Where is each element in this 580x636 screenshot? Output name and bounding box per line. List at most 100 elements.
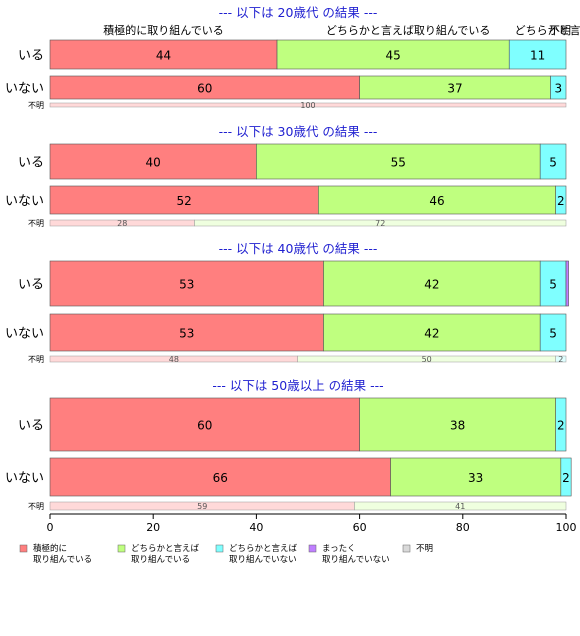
unknown-row-label: 不明: [28, 101, 44, 110]
bar-segment: [256, 143, 541, 180]
unknown-bar-value-label: 2: [558, 355, 563, 364]
x-tick-label: 0: [47, 521, 54, 534]
bar-segment: [555, 397, 567, 452]
bar-segment: [49, 260, 324, 307]
bar-segment: [323, 260, 541, 307]
bar-segment: [276, 39, 510, 70]
bar-value-label: 40: [146, 156, 161, 170]
unknown-bar-segment: [194, 219, 567, 227]
legend-label: 取り組んでいる: [33, 554, 92, 565]
legend-label: 取り組んでいない: [229, 554, 297, 565]
bar-segment: [49, 397, 360, 452]
bar-segment: [49, 185, 319, 215]
unknown-bar-value-label: 72: [375, 219, 385, 228]
legend-swatch: [215, 544, 224, 553]
bar-value-label: 60: [197, 419, 212, 433]
bar-segment: [539, 260, 567, 307]
legend-swatch: [308, 544, 317, 553]
unknown-bar-value-label: 50: [422, 355, 432, 364]
top-category-label: どちらかと言えば取り組んでいる: [326, 24, 490, 37]
bar-segment: [560, 457, 572, 497]
bar-value-label: 66: [213, 471, 228, 485]
bar-value-label: 42: [424, 278, 439, 292]
row-label: いる: [18, 156, 44, 171]
bar-segment: [49, 143, 257, 180]
row-label: いない: [5, 327, 44, 342]
legend-label: どちらかと言えば: [131, 543, 200, 554]
legend-label: 取り組んでいる: [131, 554, 190, 565]
bar-value-label: 5: [549, 156, 557, 170]
row-label: いない: [5, 471, 44, 486]
bar-segment: [539, 313, 567, 352]
row-label: いない: [5, 82, 44, 97]
bar-value-label: 5: [549, 278, 557, 292]
bar-segment: [555, 185, 567, 215]
x-axis: 0 20 40 60 80 100: [47, 513, 577, 534]
bar-segment: [390, 457, 562, 497]
bar-segment: [49, 39, 278, 70]
legend-swatch: [19, 544, 28, 553]
x-tick-label: 60: [353, 521, 367, 534]
top-category-label: どちらかと言: [515, 24, 580, 37]
x-tick-label: 20: [146, 521, 160, 534]
unknown-row-label: 不明: [28, 502, 44, 511]
plot-area: --- 以下は 20歳代 の結果 --- いる 44 45 11 いない 60 37 3 不明 10…: [5, 5, 580, 511]
bar-segment: [359, 397, 556, 452]
legend-label: 取り組んでいない: [322, 554, 390, 565]
row-label: いる: [18, 49, 44, 64]
bar-value-label: 3: [554, 82, 562, 96]
x-tick-label: 80: [456, 521, 470, 534]
row-label: いる: [18, 419, 44, 434]
legend-label: まったく: [322, 544, 356, 554]
bar-segment: [550, 75, 567, 100]
bar-value-label: 2: [557, 419, 565, 433]
legend-swatch: [402, 544, 411, 553]
section-0: --- 以下は 20歳代 の結果 --- いる 44 45 11 いない 60 37 3 不明 10…: [5, 5, 567, 110]
section-2: --- 以下は 40歳代 の結果 --- いる 53 42 5 いない 53 42 5 不明 48 5…: [5, 241, 569, 364]
bar-segment: [565, 260, 569, 307]
section-title: --- 以下は 40歳代 の結果 ---: [219, 241, 378, 256]
legend-label: 積極的に: [33, 543, 67, 554]
bar-value-label: 33: [468, 471, 483, 485]
legend-label: どちらかと言えば: [229, 543, 298, 554]
unknown-row-label: 不明: [28, 219, 44, 228]
section-3: --- 以下は 50歳以上 の結果 --- いる 60 38 2 いない 66 33 2 不明 59…: [5, 378, 572, 511]
unknown-bar-value-label: 100: [300, 101, 315, 110]
bar-value-label: 44: [156, 49, 171, 63]
bar-value-label: 5: [549, 327, 557, 341]
row-label: いる: [18, 278, 44, 293]
unknown-bar-value-label: 41: [455, 502, 465, 511]
bar-segment: [508, 39, 567, 70]
bar-value-label: 11: [530, 49, 545, 63]
section-title: --- 以下は 50歳以上 の結果 ---: [212, 378, 383, 393]
section-title: --- 以下は 30歳代 の結果 ---: [219, 124, 378, 139]
section-title: --- 以下は 20歳代 の結果 ---: [219, 5, 378, 20]
bar-value-label: 45: [385, 49, 400, 63]
legend: 積極的に取り組んでいるどちらかと言えば取り組んでいるどちらかと言えば取り組んでい…: [19, 543, 433, 565]
unknown-bar-segment: [555, 355, 567, 363]
unknown-bar-segment: [49, 102, 567, 108]
legend-swatch: [117, 544, 126, 553]
bar-value-label: 37: [447, 82, 462, 96]
unknown-bar-segment: [354, 501, 567, 511]
bar-segment: [49, 457, 391, 497]
bar-segment: [323, 313, 541, 352]
bar-value-label: 55: [391, 156, 406, 170]
row-label: いない: [5, 194, 44, 209]
bar-value-label: 60: [197, 82, 212, 96]
unknown-row-label: 不明: [28, 355, 44, 364]
top-category-label: 不明: [549, 24, 571, 37]
bar-value-label: 38: [450, 419, 465, 433]
unknown-bar-value-label: 28: [117, 219, 127, 228]
bar-segment: [49, 313, 324, 352]
bar-segment: [539, 143, 567, 180]
bar-value-label: 53: [179, 327, 194, 341]
bar-value-label: 42: [424, 327, 439, 341]
bar-value-label: 53: [179, 278, 194, 292]
bar-value-label: 52: [177, 194, 192, 208]
bar-segment: [318, 185, 556, 215]
unknown-bar-value-label: 48: [169, 355, 179, 364]
top-category-label: 積極的に取り組んでいる: [103, 23, 223, 37]
